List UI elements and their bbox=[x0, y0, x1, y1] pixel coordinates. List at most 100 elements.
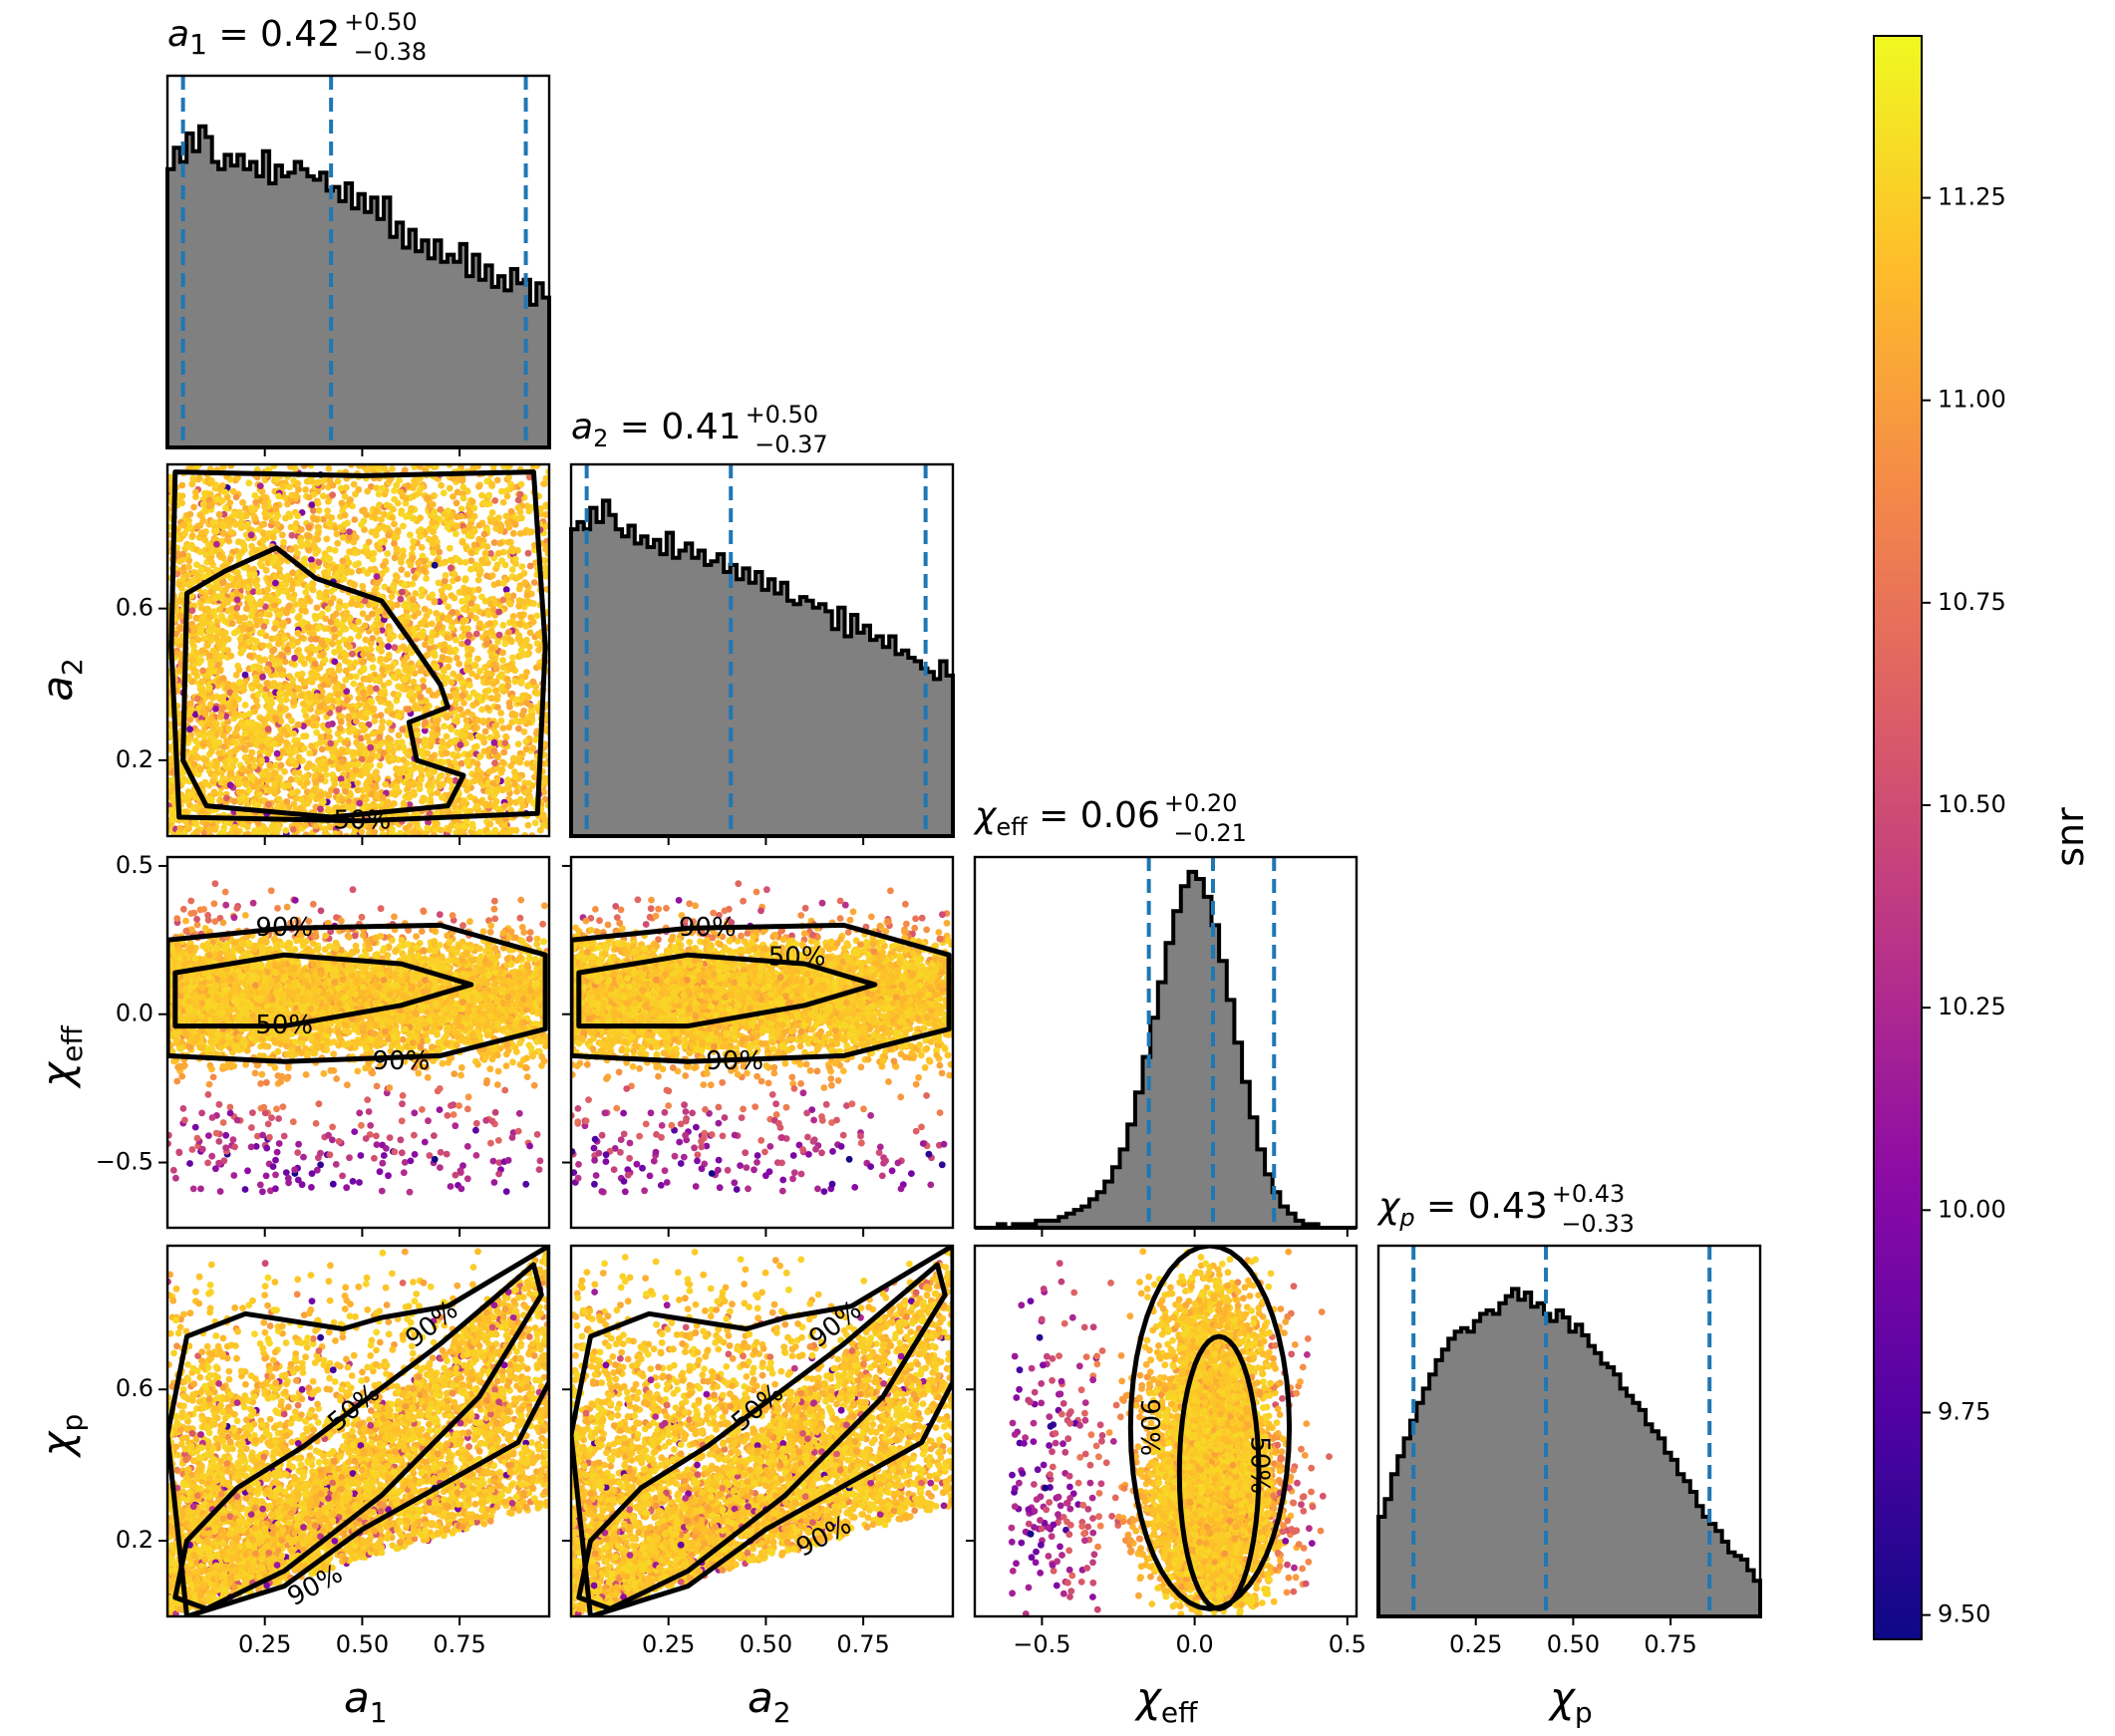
scatter-point bbox=[324, 806, 332, 814]
scatter-point bbox=[413, 819, 421, 827]
scatter-point bbox=[310, 786, 317, 794]
scatter-point bbox=[216, 790, 224, 798]
scatter-point bbox=[363, 549, 371, 557]
scatter-point bbox=[381, 510, 388, 518]
scatter-point bbox=[447, 723, 454, 731]
scatter-point bbox=[245, 479, 253, 487]
scatter-point bbox=[423, 575, 430, 582]
scatter-point bbox=[519, 717, 527, 724]
scatter-point bbox=[298, 574, 305, 582]
scatter-point bbox=[539, 811, 547, 819]
scatter-point bbox=[225, 522, 233, 530]
scatter-point bbox=[458, 679, 466, 687]
scatter-point bbox=[212, 650, 220, 658]
scatter-point bbox=[176, 557, 183, 565]
scatter-point bbox=[385, 664, 392, 672]
scatter-point bbox=[276, 705, 284, 713]
scatter-point bbox=[418, 592, 426, 600]
scatter-point bbox=[199, 708, 206, 716]
scatter-point bbox=[197, 604, 205, 612]
scatter-point bbox=[465, 657, 472, 664]
scatter-point bbox=[252, 674, 260, 682]
scatter-point bbox=[193, 828, 201, 835]
scatter-point bbox=[428, 620, 436, 628]
scatter-point bbox=[504, 779, 511, 787]
scatter-point bbox=[186, 725, 193, 733]
scatter-point bbox=[329, 491, 336, 499]
scatter-point bbox=[255, 737, 262, 745]
scatter-point bbox=[422, 705, 430, 713]
scatter-point bbox=[251, 491, 259, 499]
scatter-point bbox=[427, 638, 435, 645]
scatter-point bbox=[235, 573, 242, 581]
scatter-point bbox=[207, 558, 215, 565]
scatter-point bbox=[410, 537, 417, 545]
scatter-point bbox=[489, 779, 496, 787]
scatter-point bbox=[495, 673, 503, 681]
scatter-point bbox=[516, 758, 524, 766]
scatter-point bbox=[200, 689, 207, 697]
scatter-point bbox=[196, 765, 204, 773]
scatter-point bbox=[252, 638, 260, 645]
scatter-point bbox=[198, 678, 205, 686]
scatter-point bbox=[275, 795, 283, 803]
scatter-point bbox=[453, 530, 459, 538]
scatter-point bbox=[265, 554, 273, 561]
scatter-point bbox=[308, 556, 315, 564]
scatter-point bbox=[325, 792, 333, 799]
scatter-point bbox=[508, 618, 516, 626]
scatter-point bbox=[232, 672, 240, 679]
scatter-point bbox=[343, 641, 351, 649]
scatter-point bbox=[523, 502, 531, 510]
scatter-point bbox=[294, 671, 302, 679]
scatter-point bbox=[510, 768, 518, 775]
scatter-point bbox=[434, 789, 442, 796]
scatter-point bbox=[512, 826, 520, 834]
scatter-point bbox=[505, 599, 513, 607]
scatter-point bbox=[289, 826, 297, 833]
scatter-point bbox=[494, 764, 501, 772]
scatter-point bbox=[190, 627, 198, 635]
scatter-point bbox=[388, 593, 396, 601]
scatter-point bbox=[265, 705, 272, 713]
scatter-point bbox=[186, 510, 194, 518]
scatter-point bbox=[398, 510, 405, 517]
scatter-point bbox=[511, 678, 519, 686]
scatter-point bbox=[317, 791, 324, 799]
scatter-point bbox=[414, 685, 422, 693]
scatter-point bbox=[312, 772, 319, 779]
scatter-point bbox=[490, 539, 498, 546]
scatter-point bbox=[249, 665, 257, 672]
scatter-point bbox=[376, 741, 384, 748]
scatter-point bbox=[494, 579, 502, 587]
scatter-point bbox=[488, 645, 496, 653]
scatter-point bbox=[467, 565, 474, 573]
scatter-point bbox=[326, 545, 333, 553]
scatter-point bbox=[354, 779, 362, 787]
scatter-point bbox=[496, 739, 504, 746]
scatter-point bbox=[390, 533, 398, 541]
scatter-point bbox=[234, 582, 242, 590]
scatter-point bbox=[195, 731, 203, 738]
scatter-point bbox=[219, 699, 227, 707]
scatter-point bbox=[232, 729, 239, 736]
scatter-point bbox=[185, 563, 192, 571]
scatter-point bbox=[349, 650, 356, 658]
scatter-point bbox=[287, 775, 295, 783]
scatter-point bbox=[312, 550, 320, 557]
scatter-point bbox=[481, 688, 489, 696]
scatter-point bbox=[343, 609, 351, 617]
scatter-point bbox=[318, 745, 326, 753]
scatter-point bbox=[485, 491, 492, 499]
scatter-point bbox=[382, 780, 390, 788]
scatter-point bbox=[476, 620, 483, 627]
scatter-point bbox=[424, 494, 432, 501]
scatter-point bbox=[418, 544, 426, 551]
scatter-point bbox=[446, 484, 453, 492]
scatter-point bbox=[395, 731, 403, 739]
scatter-point bbox=[178, 481, 186, 489]
scatter-point bbox=[468, 670, 475, 678]
scatter-point bbox=[247, 531, 255, 539]
scatter-point bbox=[284, 646, 292, 654]
